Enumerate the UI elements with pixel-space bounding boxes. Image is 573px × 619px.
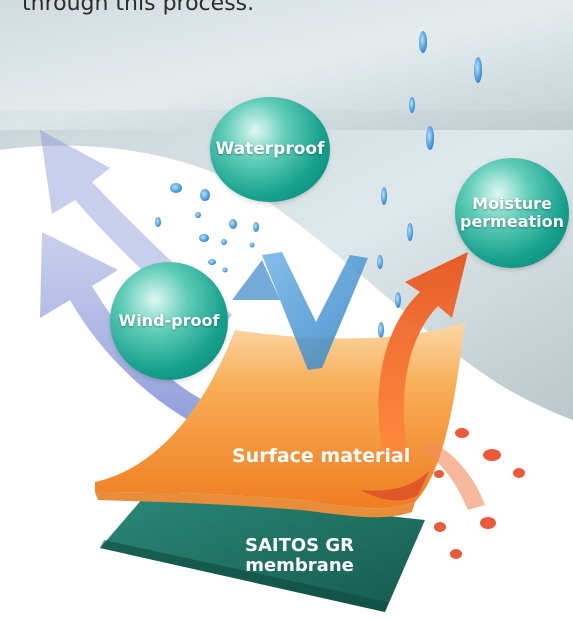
waterproof-label: Waterproof	[216, 140, 325, 159]
moisture-label: Moisture permeation	[460, 195, 564, 231]
intro-text: through this process.	[22, 0, 254, 16]
moisture-label-line2: permeation	[460, 212, 564, 231]
membrane-label-line1: SAITOS GR	[245, 535, 354, 556]
moisture-label-line1: Moisture	[472, 194, 552, 213]
surface-material-label: Surface material	[232, 446, 410, 467]
windproof-bubble: Wind-proof	[110, 262, 228, 380]
windproof-label: Wind-proof	[119, 312, 220, 330]
membrane-label-line2: membrane	[245, 555, 354, 576]
waterproof-bubble: Waterproof	[210, 97, 330, 202]
moisture-bubble: Moisture permeation	[455, 158, 569, 268]
membrane-label: SAITOS GR membrane	[245, 536, 354, 576]
